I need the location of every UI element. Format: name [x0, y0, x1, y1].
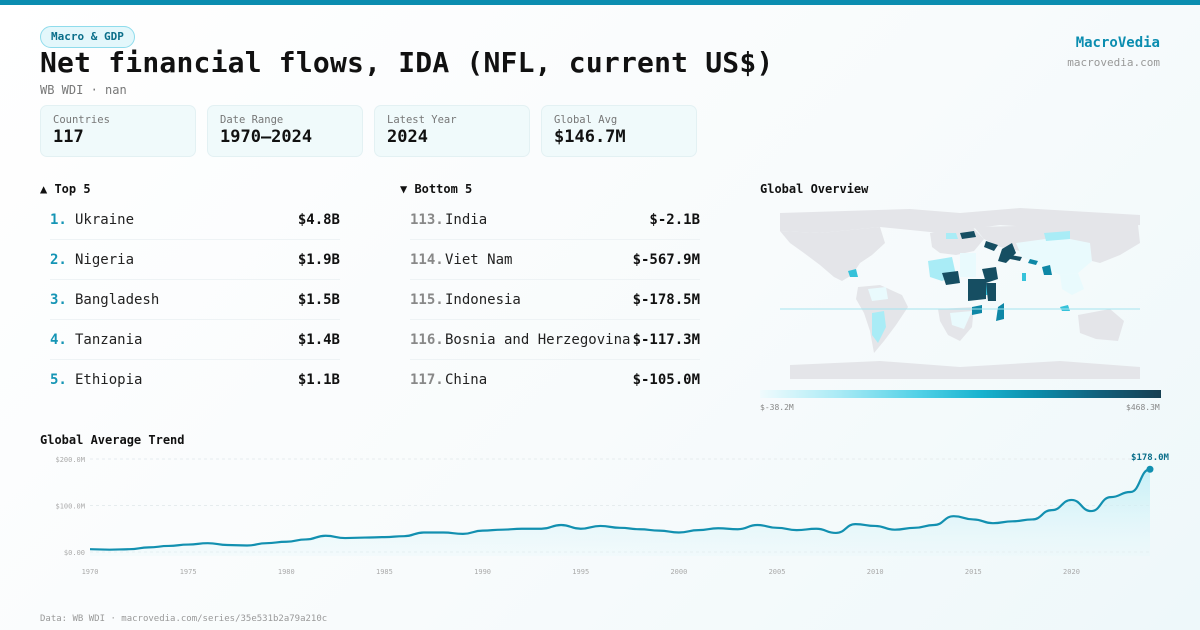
svg-text:1970: 1970 [82, 568, 99, 576]
svg-text:1995: 1995 [572, 568, 589, 576]
country-value: $1.9B [297, 251, 340, 268]
country-value: $1.1B [297, 372, 340, 388]
svg-text:2010: 2010 [867, 568, 884, 576]
bottom5-heading: ▼ Bottom 5 [400, 182, 473, 196]
rank: 2. [50, 251, 67, 268]
brand-name[interactable]: MacroVedia [1075, 35, 1160, 51]
country-name: Nigeria [75, 251, 135, 268]
list-item[interactable]: 116. Bosnia and Herzegovina $-117.3M [410, 320, 700, 360]
top5-heading: ▲ Top 5 [40, 182, 91, 196]
country-name: Bangladesh [75, 291, 160, 308]
land-no-data [780, 208, 1140, 379]
svg-text:1985: 1985 [376, 568, 393, 576]
country-value: $4.8B [297, 211, 340, 228]
list-item[interactable]: 117. China $-105.0M [410, 360, 700, 400]
country-value: $-178.5M [632, 291, 700, 308]
stat-value: 2024 [387, 127, 428, 147]
legend-min-label: $-38.2M [760, 403, 794, 412]
country-value: $-105.0M [632, 372, 700, 388]
stat-card-date-range: Date Range 1970–2024 [207, 105, 363, 157]
trend-title: Global Average Trend [40, 433, 185, 447]
y-axis-labels: $0.00 $100.0M $200.0M [55, 456, 85, 557]
list-item[interactable]: 114. Viet Nam $-567.9M [410, 240, 700, 280]
country-name: Ukraine [75, 211, 135, 228]
latest-value-label: $178.0M [1131, 453, 1170, 463]
list-item[interactable]: 1. Ukraine $4.8B [50, 200, 340, 240]
top-accent-bar [0, 0, 1200, 5]
latest-point-marker[interactable] [1146, 465, 1154, 473]
rank: 1. [50, 211, 67, 228]
stat-card-latest-year: Latest Year 2024 [374, 105, 530, 157]
map-title: Global Overview [760, 182, 869, 196]
list-item[interactable]: 113. India $-2.1B [410, 200, 700, 240]
country-value: $-2.1B [649, 211, 700, 228]
land-high-values [972, 259, 1052, 321]
country-name: Ethiopia [75, 372, 143, 388]
rank: 117. [410, 372, 444, 388]
svg-text:2020: 2020 [1063, 568, 1080, 576]
svg-text:1980: 1980 [278, 568, 295, 576]
map-legend-gradient [760, 390, 1161, 398]
page-subtitle: WB WDI · nan [40, 83, 127, 97]
country-name: India [445, 211, 488, 228]
list-item[interactable]: 115. Indonesia $-178.5M [410, 280, 700, 320]
land-top-values [942, 231, 1022, 301]
svg-text:$200.0M: $200.0M [55, 456, 85, 464]
list-item[interactable]: 5. Ethiopia $1.1B [50, 360, 340, 400]
list-item[interactable]: 4. Tanzania $1.4B [50, 320, 340, 360]
country-value: $1.4B [297, 331, 340, 348]
rank: 5. [50, 372, 67, 388]
stat-label: Global Avg [554, 114, 618, 126]
brand: MacroVedia macrovedia.com [1067, 35, 1160, 69]
page-title: Net financial flows, IDA (NFL, current U… [40, 46, 774, 79]
country-name: Tanzania [75, 331, 143, 348]
stat-label: Date Range [220, 114, 284, 126]
land-mid-low-values [872, 231, 1070, 343]
x-axis-labels: 1970 1975 1980 1985 1990 1995 2000 2005 2010 2015… [82, 568, 1080, 576]
bottom5-list: ▼ Bottom 5 113. India $-2.1B 114. Viet N… [400, 182, 700, 400]
svg-text:2000: 2000 [670, 568, 687, 576]
global-average-trend-chart[interactable]: $0.00 $100.0M $200.0M 1970 1975 1980 1985 1990… [40, 448, 1170, 583]
rank: 116. [410, 331, 444, 348]
country-value: $-117.3M [632, 331, 700, 348]
svg-text:$0.00: $0.00 [64, 549, 85, 557]
country-value: $1.5B [297, 291, 340, 308]
top5-list: ▲ Top 5 1. Ukraine $4.8B 2. Nigeria $1.9… [40, 182, 340, 400]
rank: 3. [50, 291, 67, 308]
list-item[interactable]: 2. Nigeria $1.9B [50, 240, 340, 280]
svg-text:$100.0M: $100.0M [55, 503, 85, 511]
stat-card-countries: Countries 117 [40, 105, 196, 157]
svg-text:1990: 1990 [474, 568, 491, 576]
country-name: Viet Nam [445, 251, 513, 268]
country-name: Bosnia and Herzegovina [445, 331, 631, 348]
stat-card-global-avg: Global Avg $146.7M [541, 105, 697, 157]
stats-row: Countries 117 Date Range 1970–2024 Lates… [40, 105, 697, 157]
rank: 4. [50, 331, 67, 348]
rank: 115. [410, 291, 444, 308]
country-value: $-567.9M [632, 251, 700, 268]
stat-value: 117 [53, 127, 84, 147]
svg-text:1975: 1975 [180, 568, 197, 576]
country-name: China [445, 372, 488, 388]
stat-value: 1970–2024 [220, 127, 313, 147]
legend-max-label: $468.3M [1126, 403, 1160, 412]
footer-source: Data: WB WDI · macrovedia.com/series/35e… [40, 614, 328, 624]
world-choropleth-map[interactable] [760, 203, 1160, 383]
trend-line [89, 468, 1151, 551]
rank: 113. [410, 211, 444, 228]
stat-value: $146.7M [554, 127, 626, 147]
stat-label: Latest Year [387, 114, 457, 126]
land-low-values [868, 237, 1092, 329]
svg-text:2015: 2015 [965, 568, 982, 576]
rank: 114. [410, 251, 444, 268]
svg-text:2005: 2005 [769, 568, 786, 576]
list-item[interactable]: 3. Bangladesh $1.5B [50, 280, 340, 320]
country-name: Indonesia [445, 291, 521, 308]
brand-url[interactable]: macrovedia.com [1067, 56, 1160, 69]
category-pill[interactable]: Macro & GDP [40, 26, 135, 48]
stat-label: Countries [53, 114, 110, 126]
trend-area [90, 469, 1150, 556]
